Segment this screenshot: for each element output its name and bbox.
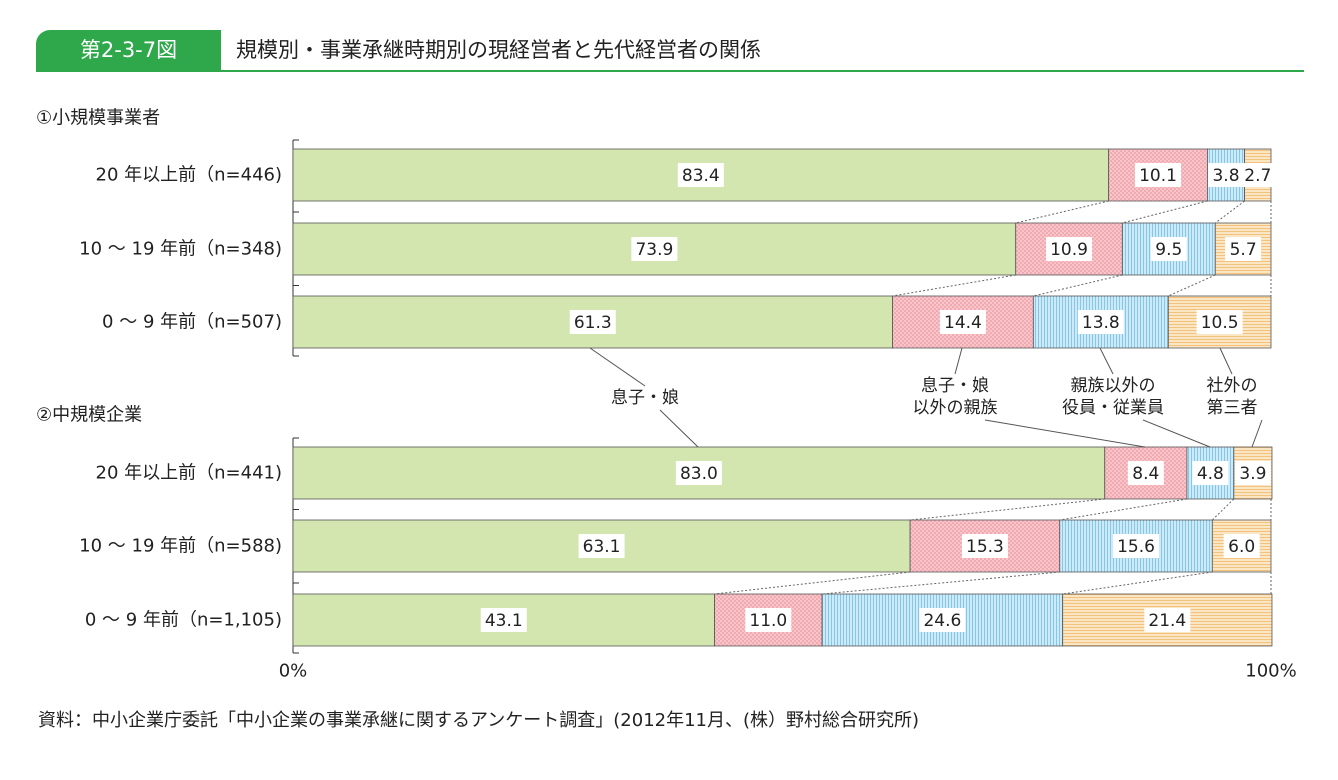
legend-label: 第三者 bbox=[1207, 398, 1258, 418]
data-label: 61.3 bbox=[574, 313, 612, 333]
data-label-box bbox=[1239, 163, 1276, 187]
source-note: 資料：中小企業庁委託「中小企業の事業承継に関するアンケート調査」(2012年11… bbox=[38, 710, 920, 731]
data-label-box bbox=[1225, 237, 1262, 261]
legend-label: 親族以外の bbox=[1071, 376, 1156, 396]
data-label: 83.0 bbox=[680, 464, 718, 484]
legend-leader bbox=[984, 419, 1146, 448]
connector-line bbox=[1211, 498, 1235, 521]
connector-line bbox=[1015, 200, 1109, 224]
data-label: 2.7 bbox=[1244, 166, 1271, 186]
data-label-box bbox=[569, 310, 616, 334]
x-tick-label: 0% bbox=[279, 661, 308, 682]
data-label: 13.8 bbox=[1082, 313, 1120, 333]
stacked-bar-chart: ①小規模事業者 20 年以上前（n=446) 83.4 10.1 3.8 2.7 10 ～ … bbox=[36, 108, 1297, 682]
data-label: 14.4 bbox=[944, 313, 982, 333]
data-label-box bbox=[1196, 310, 1243, 334]
legend-label: 役員・従業員 bbox=[1062, 398, 1164, 418]
data-label-box bbox=[1150, 237, 1187, 261]
data-label-box bbox=[1077, 310, 1124, 334]
data-label: 10.9 bbox=[1050, 240, 1088, 260]
category-label: 0 ～ 9 年前（n=507) bbox=[102, 312, 282, 333]
legend-leader bbox=[1099, 347, 1114, 375]
data-label: 5.7 bbox=[1230, 240, 1257, 260]
category-label: 20 年以上前（n=441) bbox=[96, 463, 283, 484]
connector-line bbox=[1059, 498, 1187, 521]
data-label-box bbox=[1113, 534, 1160, 558]
data-label-box bbox=[1046, 237, 1093, 261]
data-label-box bbox=[1192, 461, 1229, 485]
legend-leader bbox=[1219, 347, 1233, 375]
x-tick-label: 100% bbox=[1245, 661, 1296, 682]
data-label: 6.0 bbox=[1228, 537, 1255, 557]
connector-line bbox=[910, 498, 1105, 521]
data-label: 24.6 bbox=[923, 611, 961, 631]
data-label-box bbox=[480, 608, 527, 632]
connector-line bbox=[892, 274, 1016, 297]
figure-header: 第2-3-7図 規模別・事業承継時期別の現経営者と先代経営者の関係 bbox=[36, 30, 1304, 72]
data-label: 15.6 bbox=[1117, 537, 1155, 557]
connector-line bbox=[1214, 200, 1245, 224]
category-label: 20 年以上前（n=446) bbox=[96, 165, 283, 186]
data-label: 3.9 bbox=[1239, 464, 1266, 484]
data-label: 43.1 bbox=[485, 611, 523, 631]
data-label: 4.8 bbox=[1197, 464, 1224, 484]
header-rule bbox=[36, 70, 1304, 72]
data-label: 3.8 bbox=[1212, 166, 1239, 186]
data-label-box bbox=[675, 461, 722, 485]
data-label-box bbox=[578, 534, 625, 558]
legend-leader bbox=[1251, 419, 1263, 448]
data-label-box bbox=[1208, 163, 1245, 187]
data-label-box bbox=[1135, 163, 1182, 187]
legend-leader bbox=[1142, 419, 1211, 448]
data-label-box bbox=[939, 310, 986, 334]
data-label: 10.1 bbox=[1139, 166, 1177, 186]
panel-title: ②中規模企業 bbox=[36, 405, 142, 426]
connector-line bbox=[714, 571, 911, 595]
data-label-box bbox=[677, 163, 724, 187]
legend-label: 息子・娘 bbox=[921, 376, 989, 396]
category-label: 10 ～ 19 年前（n=348) bbox=[79, 239, 282, 260]
data-label: 73.9 bbox=[635, 240, 673, 260]
connector-line bbox=[1168, 274, 1216, 297]
legend-leader bbox=[589, 347, 646, 387]
panel-title: ①小規模事業者 bbox=[36, 108, 160, 129]
connector-line bbox=[822, 571, 1060, 595]
connector-line bbox=[1062, 571, 1213, 595]
data-label-box bbox=[631, 237, 678, 261]
data-label: 8.4 bbox=[1132, 464, 1159, 484]
data-label: 83.4 bbox=[682, 166, 720, 186]
data-label-box bbox=[1234, 461, 1271, 485]
data-label: 63.1 bbox=[583, 537, 621, 557]
connector-line bbox=[1033, 274, 1123, 297]
legend-label: 社外の bbox=[1207, 376, 1258, 396]
category-label: 0 ～ 9 年前（n=1,105) bbox=[85, 610, 282, 631]
legend-label: 以外の親族 bbox=[913, 398, 998, 418]
data-label-box bbox=[1127, 461, 1164, 485]
figure-title: 規模別・事業承継時期別の現経営者と先代経営者の関係 bbox=[236, 38, 761, 62]
data-label-box bbox=[919, 608, 966, 632]
figure-number-badge: 第2-3-7図 bbox=[36, 30, 221, 70]
data-label-box bbox=[1144, 608, 1191, 632]
data-label-box bbox=[961, 534, 1008, 558]
legend-leader bbox=[954, 347, 963, 375]
data-label-box bbox=[1223, 534, 1260, 558]
connector-line bbox=[1122, 200, 1208, 224]
data-label-box bbox=[745, 608, 792, 632]
data-label: 15.3 bbox=[966, 537, 1004, 557]
category-label: 10 ～ 19 年前（n=588) bbox=[79, 536, 282, 557]
legend-label: 息子・娘 bbox=[611, 388, 679, 408]
legend-leader bbox=[659, 409, 699, 448]
data-label: 11.0 bbox=[749, 611, 787, 631]
data-label: 10.5 bbox=[1201, 313, 1239, 333]
data-label: 21.4 bbox=[1148, 611, 1186, 631]
data-label: 9.5 bbox=[1155, 240, 1182, 260]
